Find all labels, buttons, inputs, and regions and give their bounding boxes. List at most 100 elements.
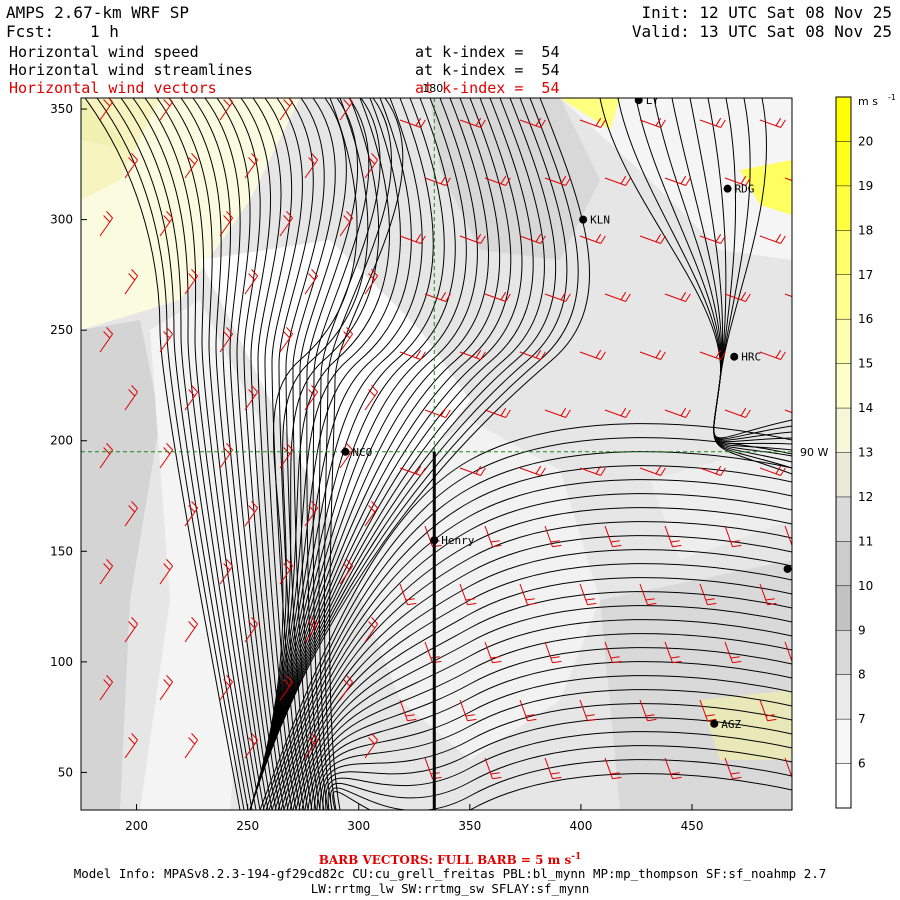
streamline <box>249 98 501 810</box>
streamline <box>249 98 456 810</box>
forecast-hour: 1 h <box>90 22 119 41</box>
wind-barb <box>99 559 114 585</box>
wind-barb <box>579 233 606 244</box>
wind-barb <box>699 583 717 606</box>
wind-barb <box>304 385 319 411</box>
station-label: NCO <box>352 446 372 459</box>
wind-barb <box>724 757 742 780</box>
colorbar-unit-exp: -1 <box>888 93 896 102</box>
x-tick-label: 450 <box>681 819 704 833</box>
wind-barb <box>244 501 259 527</box>
wind-barb <box>159 675 174 701</box>
wind-barb <box>519 583 537 606</box>
wind-barb <box>724 525 742 548</box>
wind-barb <box>219 675 234 701</box>
field-wind-vectors-level: at k-index = 54 <box>415 79 560 97</box>
shade-region <box>430 98 600 260</box>
streamline <box>204 98 281 810</box>
wind-barb <box>159 559 174 585</box>
streamline <box>249 98 591 810</box>
streamline <box>168 98 269 810</box>
colorbar-label: 7 <box>858 712 866 726</box>
wind-barb <box>699 465 726 476</box>
colorbar-swatch <box>836 97 851 142</box>
shade-region <box>560 98 620 130</box>
streamline <box>286 549 792 810</box>
streamline <box>329 98 404 810</box>
wind-barb <box>124 269 139 295</box>
wind-barb <box>604 641 622 664</box>
streamline <box>277 507 792 810</box>
colorbar-swatch <box>836 674 851 720</box>
shade-region <box>600 560 792 810</box>
colorbar-label: 10 <box>858 579 873 593</box>
streamline <box>249 98 434 810</box>
colorbar-label: 15 <box>858 357 873 371</box>
wind-barb <box>304 733 319 759</box>
wind-barb <box>244 733 259 759</box>
shade-region <box>650 440 792 560</box>
station-label: AGZ <box>721 718 741 731</box>
station-marker <box>430 536 439 545</box>
wind-barb <box>304 617 319 643</box>
wind-barb <box>279 98 294 121</box>
colorbar: 20 19 18 17 16 15 14 13 12 11 10 9 8 7 6 m s -1 <box>835 93 896 809</box>
streamline <box>713 98 792 475</box>
streamline <box>319 703 792 810</box>
streamline <box>271 479 792 810</box>
wind-barb <box>304 501 319 527</box>
colorbar-label: 14 <box>858 401 873 415</box>
streamline <box>313 675 792 810</box>
wind-barb <box>484 641 502 664</box>
wind-barb <box>759 699 777 722</box>
station-label: LY <box>646 94 660 107</box>
wind-barb <box>219 98 234 121</box>
wind-barb <box>124 501 139 527</box>
wind-barb <box>664 641 682 664</box>
wind-barb <box>339 211 354 237</box>
streamline <box>132 98 257 810</box>
streamline <box>249 98 478 810</box>
colorbar-swatch <box>836 541 851 587</box>
wind-barb <box>724 291 751 302</box>
wind-barbs <box>99 98 792 780</box>
wind-barb <box>159 327 174 353</box>
wind-barb <box>484 525 502 548</box>
colorbar-swatch <box>836 185 851 231</box>
wind-barb <box>699 233 726 244</box>
field-streamlines: Horizontal wind streamlines <box>9 61 253 79</box>
wind-barb <box>639 233 666 244</box>
shade-region <box>740 160 792 215</box>
colorbar-label: 17 <box>858 268 873 282</box>
valid-time: Valid: 13 UTC Sat 08 Nov 25 <box>631 22 892 41</box>
y-tick-label: 300 <box>50 213 73 227</box>
x-tick-label: 400 <box>569 819 592 833</box>
y-tick-label: 150 <box>50 544 73 558</box>
colorbar-label: 13 <box>858 446 873 460</box>
colorbar-swatch <box>836 408 851 453</box>
wind-barb <box>124 733 139 759</box>
wind-barb <box>639 465 666 476</box>
wind-barb <box>544 407 571 418</box>
y-tick-label: 200 <box>50 434 73 448</box>
wind-barb <box>699 349 726 360</box>
wind-barb <box>604 291 631 302</box>
wind-barb <box>544 175 571 186</box>
streamline <box>259 423 792 810</box>
streamline <box>96 98 245 810</box>
wind-barb <box>124 153 139 179</box>
wind-barb <box>519 349 546 360</box>
wind-barb <box>399 699 417 722</box>
wind-barb <box>184 269 199 295</box>
streamline <box>249 98 579 810</box>
wind-barb <box>699 117 726 128</box>
y-tick-label: 250 <box>50 323 73 337</box>
streamline <box>292 577 792 810</box>
streamline <box>249 98 423 810</box>
colorbar-swatch <box>836 274 851 320</box>
colorbar-label: 19 <box>858 179 873 193</box>
wind-barb <box>99 675 114 701</box>
wind-barb <box>724 641 742 664</box>
wind-barb <box>784 409 792 414</box>
streamline <box>318 98 381 810</box>
